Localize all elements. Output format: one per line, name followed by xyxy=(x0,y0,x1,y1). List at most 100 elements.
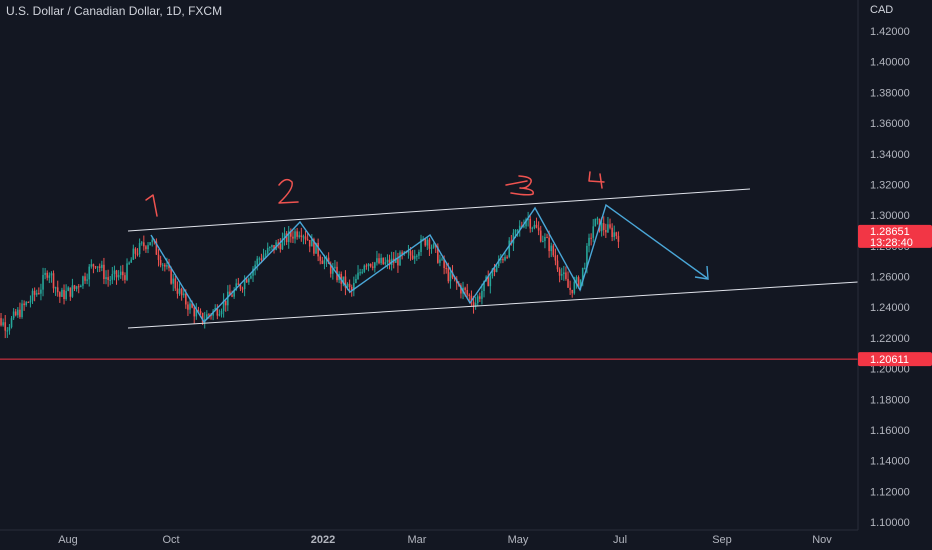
candle-body xyxy=(321,260,324,264)
candle-body xyxy=(533,224,536,228)
candle-body xyxy=(376,258,378,263)
candle-body xyxy=(33,290,36,295)
candle-body xyxy=(61,289,63,297)
price-tick-label: 1.10000 xyxy=(870,517,910,529)
candle-body xyxy=(592,226,595,238)
candle-body xyxy=(199,311,202,314)
candle-body xyxy=(235,283,238,290)
candle-body xyxy=(466,290,469,295)
candle-body xyxy=(342,276,345,284)
candle-body xyxy=(554,255,557,261)
candle-body xyxy=(491,268,494,277)
candle-body xyxy=(273,245,275,251)
candle-body xyxy=(571,289,574,294)
candle-body xyxy=(556,260,559,270)
candle-body xyxy=(46,272,49,278)
candle-body xyxy=(481,291,483,299)
candle-body xyxy=(579,279,582,288)
symbol-title[interactable]: U.S. Dollar / Canadian Dollar, 1D, FXCM xyxy=(6,4,223,18)
candle-body xyxy=(147,245,149,250)
candle-body xyxy=(605,229,607,233)
candle-body xyxy=(262,255,265,260)
candle-body xyxy=(497,259,500,267)
time-axis[interactable]: Aug Oct 2022 Mar May Jul Sep Nov xyxy=(0,529,858,550)
time-tick-label: Oct xyxy=(162,534,179,546)
candle-body xyxy=(65,290,67,300)
candle-body xyxy=(472,301,475,307)
candle-body xyxy=(222,300,225,311)
candle-body xyxy=(483,280,485,292)
candle-body xyxy=(149,242,151,246)
candle-body xyxy=(613,232,616,237)
candle-body xyxy=(71,285,74,297)
candle-body xyxy=(164,264,166,267)
candle-body xyxy=(19,309,21,317)
candle-body xyxy=(166,265,168,267)
candle-body xyxy=(161,264,164,266)
time-tick-label: May xyxy=(508,534,529,546)
candle-body xyxy=(602,223,605,230)
candle-body xyxy=(283,233,286,239)
candle-body xyxy=(0,318,2,326)
candle-body xyxy=(380,257,382,264)
candle-body xyxy=(130,259,133,263)
candle-body xyxy=(155,241,158,255)
candle-body xyxy=(63,289,65,300)
candle-body xyxy=(430,247,433,249)
candle-body xyxy=(136,253,139,255)
candle-body xyxy=(105,277,107,280)
annotation-2 xyxy=(278,178,299,204)
candle-body xyxy=(10,318,13,328)
candle-body xyxy=(527,218,529,220)
candle-body xyxy=(514,229,517,233)
candle-body xyxy=(67,287,70,291)
candle-body xyxy=(374,262,376,268)
candle-body xyxy=(563,272,565,275)
candle-body xyxy=(584,267,586,269)
candle-body xyxy=(245,279,248,283)
price-tick-label: 1.22000 xyxy=(870,333,910,345)
candle-body xyxy=(201,313,204,323)
candle-body xyxy=(193,307,196,317)
candle-body xyxy=(77,286,80,288)
candle-body xyxy=(523,226,525,228)
candle-body xyxy=(558,269,561,276)
candle-body xyxy=(250,275,252,279)
candle-body xyxy=(302,236,305,238)
candle-body xyxy=(359,272,361,274)
candle-body xyxy=(220,310,223,315)
candle-body xyxy=(588,237,590,246)
candle-body xyxy=(506,256,508,258)
price-tick-label: 1.26000 xyxy=(870,272,910,284)
candle-body xyxy=(399,252,401,266)
candle-body xyxy=(174,278,177,289)
candle-body xyxy=(21,303,23,317)
candle-body xyxy=(88,266,91,280)
arrow-head xyxy=(694,265,709,280)
candle-body xyxy=(413,256,416,259)
time-tick-label: Jul xyxy=(613,534,627,546)
candle-body xyxy=(468,294,471,296)
candle-body xyxy=(500,259,502,261)
candle-body xyxy=(40,289,42,294)
candle-body xyxy=(56,287,59,293)
price-axis[interactable]: 1.42000 1.40000 1.38000 1.36000 1.34000 1.320… xyxy=(857,0,932,550)
candle-body xyxy=(451,272,454,278)
candle-body xyxy=(552,245,555,256)
candle-body xyxy=(439,259,441,263)
price-tick-label: 1.14000 xyxy=(870,456,910,468)
candle-body xyxy=(277,242,280,245)
candle-body xyxy=(573,281,576,294)
candle-body xyxy=(52,273,55,289)
candle-body xyxy=(445,268,448,270)
candle-body xyxy=(185,293,187,305)
candle-body xyxy=(197,310,200,312)
price-tick-label: 1.36000 xyxy=(870,118,910,130)
candle-body xyxy=(187,304,189,310)
candle-body xyxy=(617,235,620,242)
candle-body xyxy=(128,262,130,264)
time-tick-label: Nov xyxy=(812,534,832,546)
price-tick-label: 1.12000 xyxy=(870,486,910,498)
candle-body xyxy=(388,259,391,265)
